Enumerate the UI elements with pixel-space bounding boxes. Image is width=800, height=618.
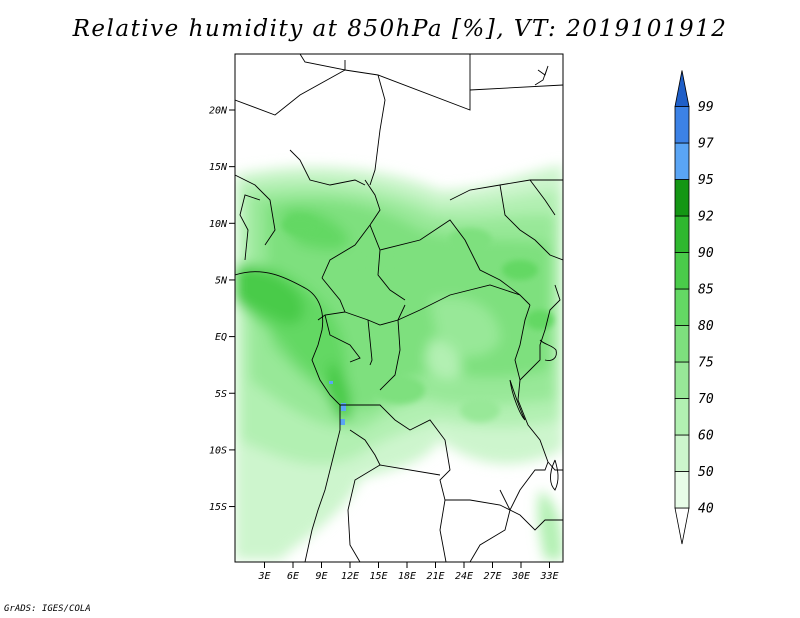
country-borders — [235, 54, 563, 562]
lat-label: 15N — [209, 162, 228, 173]
lat-label: 5S — [215, 389, 227, 400]
colorbar-segment — [674, 507, 690, 545]
colorbar-label: 60 — [698, 429, 714, 444]
lat-label: 20N — [209, 106, 228, 117]
colorbar-label: 50 — [698, 465, 714, 480]
colorbar-label: 75 — [698, 356, 714, 371]
lat-label: 5N — [215, 275, 228, 286]
longitude-axis: 3E 6E 9E 12E 15E 18E 21E 24E 27E 30E 33E — [257, 562, 559, 582]
colorbar-label: 70 — [698, 392, 714, 407]
colorbar: 40 50 60 70 75 80 85 90 92 95 97 99 — [674, 70, 714, 545]
map-title: Relative humidity at 850hPa [%], VT: 201… — [72, 16, 728, 42]
colorbar-label: 90 — [698, 246, 714, 261]
lon-label: 6E — [287, 571, 299, 582]
colorbar-segment — [674, 434, 690, 472]
colorbar-label: 95 — [698, 173, 714, 188]
colorbar-segment — [674, 179, 690, 217]
lon-label: 30E — [511, 571, 530, 582]
lat-label: 10N — [209, 219, 228, 230]
footer-credit: GrADS: IGES/COLA — [4, 604, 91, 614]
lon-label: 24E — [455, 571, 473, 582]
colorbar-segment — [674, 252, 690, 290]
lon-label: 12E — [341, 571, 359, 582]
colorbar-segment — [674, 215, 690, 253]
colorbar-label: 85 — [698, 283, 714, 298]
latitude-axis: 20N 15N 10N 5N EQ 5S 10S 15S — [209, 106, 235, 513]
colorbar-segment — [674, 398, 690, 436]
colorbar-segment — [674, 288, 690, 326]
colorbar-label: 80 — [698, 319, 714, 334]
lon-label: 15E — [369, 571, 387, 582]
lat-label: EQ — [215, 332, 227, 343]
colorbar-label: 99 — [698, 100, 714, 115]
colorbar-segment — [674, 70, 690, 107]
lon-label: 3E — [257, 571, 270, 582]
lon-label: 21E — [426, 571, 444, 582]
lon-label: 9E — [315, 571, 327, 582]
colorbar-segment — [674, 142, 690, 180]
colorbar-segment — [674, 325, 690, 363]
colorbar-segment — [674, 106, 690, 144]
colorbar-label: 40 — [698, 502, 714, 517]
lat-label: 15S — [209, 502, 227, 513]
colorbar-label: 92 — [698, 210, 714, 225]
lat-label: 10S — [209, 445, 227, 456]
lon-label: 27E — [483, 571, 501, 582]
colorbar-segment — [674, 471, 690, 509]
lon-label: 18E — [398, 571, 416, 582]
humidity-field — [235, 54, 563, 562]
colorbar-label: 97 — [698, 137, 714, 152]
lon-label: 33E — [539, 571, 558, 582]
map-frame — [234, 53, 564, 563]
colorbar-segment — [674, 361, 690, 399]
